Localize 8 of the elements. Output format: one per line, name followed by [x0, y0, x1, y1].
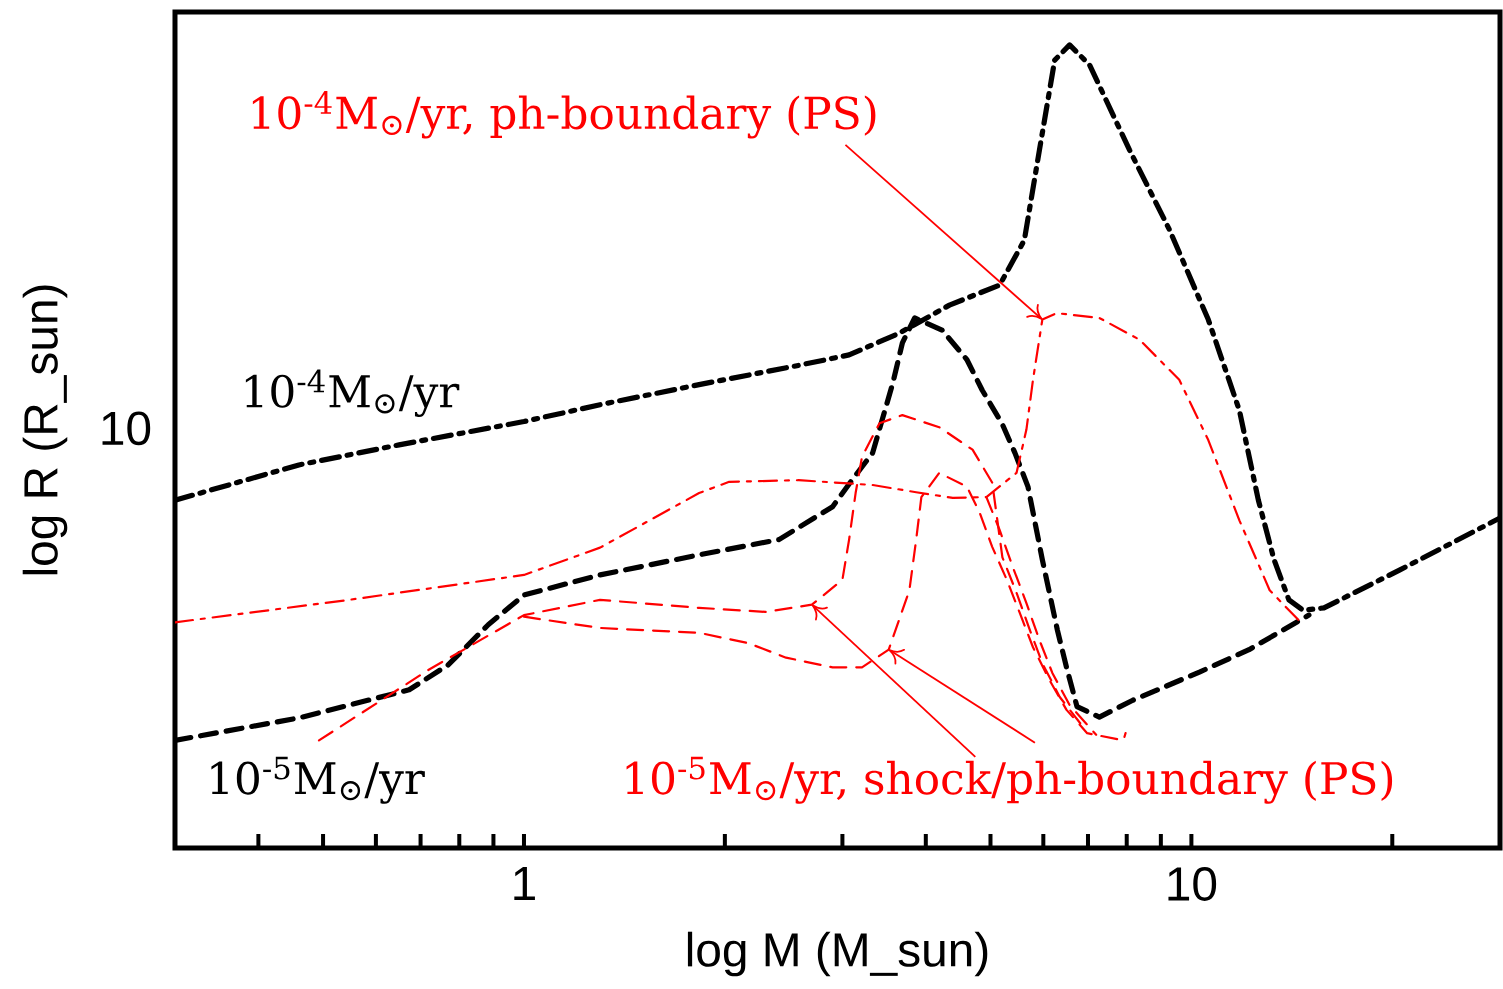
annotation: 10$^{-5}$M$_{⊙}$/yr, shock/ph-boundary (PS) — [626, 756, 1393, 804]
x-axis-title: log M (M_sun) — [687, 931, 988, 977]
annotation: 10$^{-4}$M$_{⊙}$/yr, ph-boundary (PS) — [252, 91, 876, 139]
series-label: 10$^{-5}$M$_{⊙}$/yr — [211, 756, 425, 804]
series-label: 10$^{-4}$M$_{⊙}$/yr — [245, 369, 460, 417]
y-axis-title: log R (R_sun) — [22, 285, 68, 575]
x-tick-label: 1 — [514, 867, 535, 900]
text: 10 — [102, 411, 151, 446]
